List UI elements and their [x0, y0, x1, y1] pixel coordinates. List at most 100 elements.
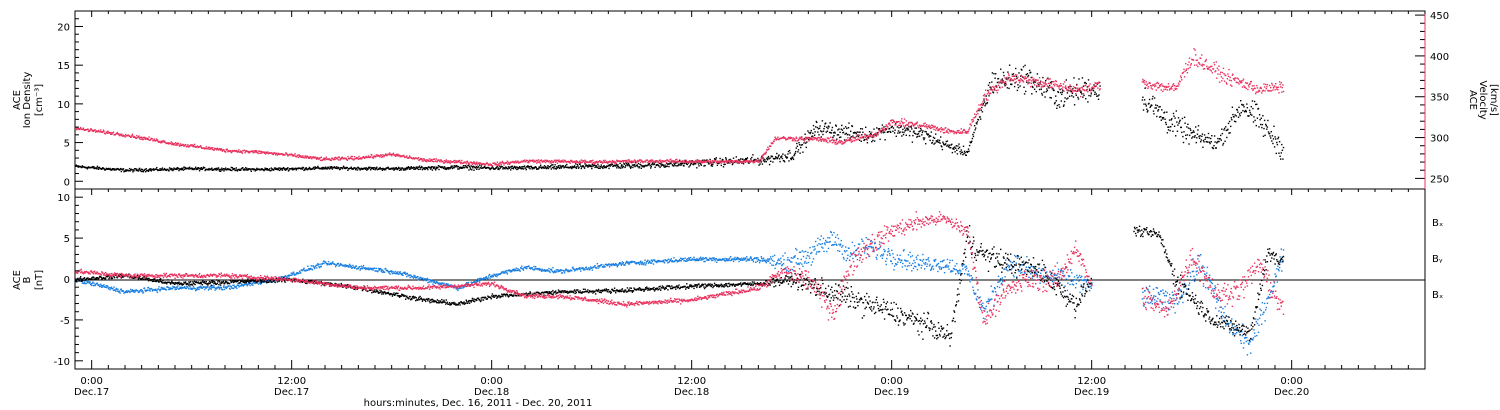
- top-velocity-series-point: [766, 149, 769, 151]
- top-density-series-point: [808, 131, 810, 134]
- top-velocity-series-point: [312, 157, 314, 159]
- top-velocity-series-point: [1184, 70, 1186, 72]
- top-density-series-point: [144, 168, 146, 171]
- top-velocity-series-point: [725, 160, 727, 162]
- bottom-by-series-point: [311, 269, 314, 271]
- top-velocity-series-point: [215, 148, 217, 150]
- top-density-series-point: [843, 139, 846, 141]
- top-velocity-series-point: [421, 158, 423, 161]
- bottom-by-series-point: [257, 283, 260, 285]
- top-density-series-point: [968, 150, 970, 152]
- top-velocity-series-point: [1167, 86, 1169, 88]
- top-velocity-series-point: [966, 130, 969, 133]
- top-velocity-series-point: [570, 159, 572, 162]
- top-velocity-series-point: [673, 160, 675, 162]
- top-density-series-point: [305, 167, 307, 169]
- top-velocity-series-point: [1011, 75, 1014, 77]
- top-velocity-series-point: [1047, 82, 1050, 85]
- top-density-series-point: [979, 116, 981, 118]
- bottom-by-series-point: [325, 261, 327, 263]
- top-velocity-series-point: [810, 137, 812, 139]
- top-velocity-series-point: [1217, 73, 1219, 75]
- top-velocity-series-point: [444, 161, 446, 164]
- top-velocity-series-point: [358, 155, 360, 158]
- top-density-series-point: [790, 158, 792, 161]
- bottom-by-series-point: [496, 275, 498, 278]
- top-velocity-series-point: [703, 161, 706, 164]
- top-velocity-series-point: [1206, 65, 1208, 67]
- bottom-by-series-point: [237, 282, 239, 285]
- top-velocity-series-point: [593, 163, 596, 165]
- top-velocity-series-point: [1189, 66, 1191, 69]
- top-velocity-series-point: [1228, 68, 1230, 71]
- top-velocity-series-point: [186, 145, 189, 148]
- top-velocity-series-point: [156, 139, 159, 141]
- bottom-by-series-point: [125, 290, 127, 293]
- top-velocity-series-point: [236, 151, 239, 153]
- top-velocity-series-point: [940, 127, 942, 129]
- top-density-series-point: [92, 167, 95, 169]
- top-density-series-point: [1012, 73, 1015, 75]
- top-velocity-series-point: [313, 157, 316, 159]
- top-velocity-series-point: [425, 159, 427, 161]
- top-density-series-point: [496, 165, 499, 168]
- bottom-by-series-point: [199, 287, 201, 289]
- top-velocity-series-point: [916, 123, 918, 125]
- bottom-by-series-point: [344, 266, 346, 268]
- top-density-series-point: [525, 167, 527, 169]
- top-velocity-series-point: [808, 140, 810, 142]
- top-density-series-point: [1274, 136, 1276, 138]
- top-density-series-point: [361, 168, 364, 171]
- top-density-series-point: [930, 135, 932, 137]
- top-density-series-point: [819, 125, 821, 127]
- top-density-series-point: [1215, 147, 1217, 149]
- top-density-series-point: [988, 82, 991, 84]
- top-density-series-point: [868, 131, 871, 133]
- top-velocity-series-point: [558, 160, 561, 163]
- top-density-series-point: [520, 168, 522, 170]
- top-density-series-point: [666, 162, 668, 165]
- top-velocity-series-point: [723, 161, 726, 164]
- top-density-series-point: [707, 161, 709, 163]
- top-density-series-point: [416, 167, 418, 169]
- top-density-series-point: [555, 168, 557, 170]
- top-velocity-series-point: [1215, 61, 1217, 63]
- top-velocity-series-point: [1183, 76, 1186, 78]
- top-velocity-series-point: [255, 150, 257, 152]
- top-velocity-series-point: [753, 161, 756, 164]
- bottom-by-series-point: [288, 276, 290, 278]
- top-density-series-point: [412, 167, 414, 169]
- top-velocity-series-point: [290, 154, 292, 156]
- top-velocity-series-point: [716, 161, 718, 163]
- top-density-series-point: [1151, 104, 1153, 107]
- top-density-series-point: [224, 168, 226, 171]
- top-velocity-series-point: [122, 135, 124, 137]
- top-velocity-series-point: [423, 158, 425, 160]
- top-density-series-point: [851, 125, 854, 128]
- bottom-by-series-point: [327, 263, 329, 265]
- top-velocity-series-point: [585, 160, 587, 162]
- top-velocity-series-point: [1053, 85, 1056, 87]
- top-velocity-series-point: [92, 130, 95, 133]
- top-velocity-series-point: [208, 146, 211, 149]
- top-density-series-point: [535, 167, 537, 169]
- top-density-series-point: [429, 166, 431, 168]
- top-velocity-series-point: [347, 155, 349, 158]
- top-velocity-series-point: [328, 158, 331, 160]
- top-density-series-point: [521, 167, 524, 170]
- top-density-series-point: [1170, 119, 1172, 121]
- top-density-series-point: [1172, 112, 1175, 115]
- top-density-series-point: [945, 140, 947, 143]
- top-density-series-point: [1066, 98, 1068, 100]
- top-velocity-series-point: [1181, 79, 1183, 81]
- top-density-series-point: [450, 165, 452, 167]
- top-density-series-point: [576, 166, 578, 168]
- top-velocity-series-point: [591, 160, 593, 162]
- bottom-by-series-point: [393, 272, 396, 274]
- top-density-series-point: [180, 168, 182, 171]
- top-velocity-series-point: [1275, 86, 1277, 88]
- top-density-series-point: [774, 157, 776, 160]
- top-velocity-series-point: [640, 161, 642, 163]
- top-density-series-point: [182, 169, 185, 171]
- top-density-series-point: [783, 160, 785, 162]
